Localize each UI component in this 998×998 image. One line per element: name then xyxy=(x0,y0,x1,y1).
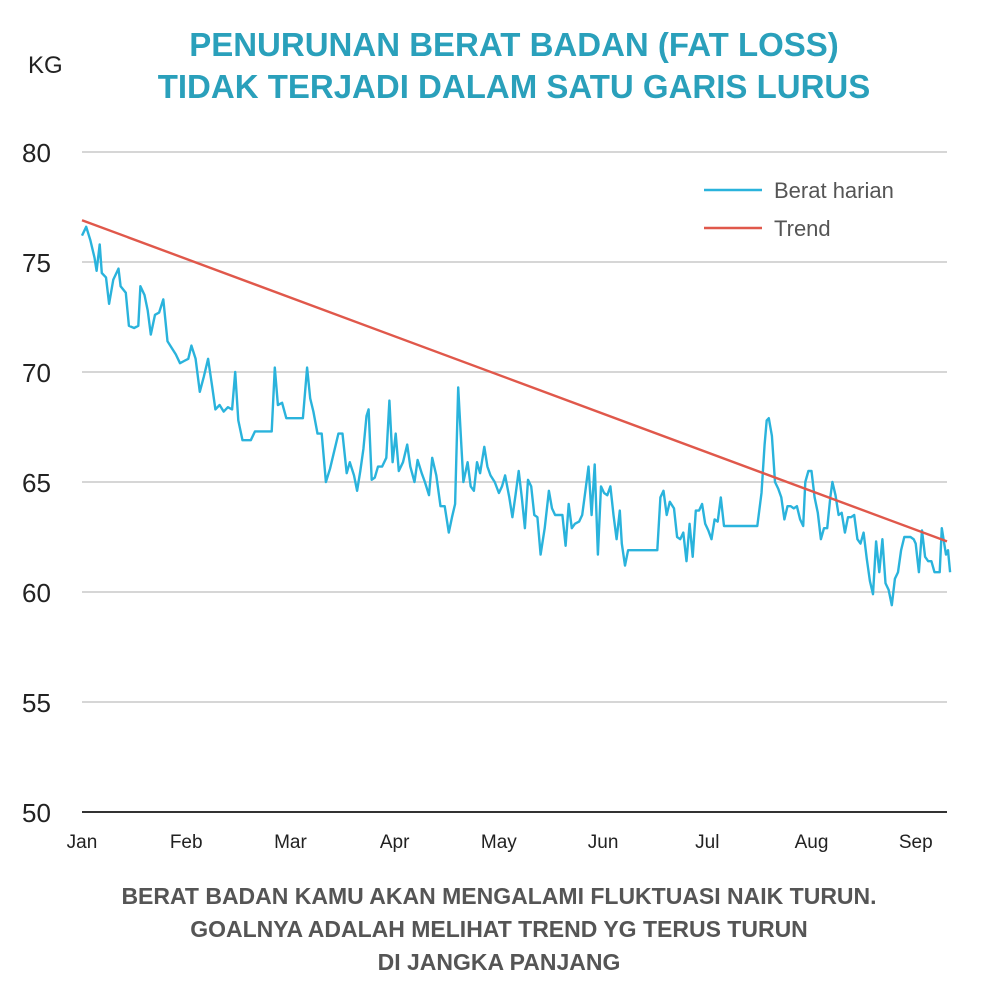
y-tick-label: 65 xyxy=(22,468,51,498)
x-tick-label: Jun xyxy=(588,832,619,853)
y-tick-label: 75 xyxy=(22,248,51,278)
chart-title-line-2: TIDAK TERJADI DALAM SATU GARIS LURUS xyxy=(157,68,871,105)
weight-line-chart: 50 55 60 65 70 75 80 Jan Feb Mar Apr May Jun Jul Aug S… xyxy=(22,138,952,853)
footer-line-2: GOALNYA ADALAH MELIHAT TREND YG TERUS TU… xyxy=(190,916,808,942)
y-axis-unit-label: KG xyxy=(28,52,63,79)
footer-line-3: DI JANGKA PANJANG xyxy=(377,949,621,975)
footer-line-1: BERAT BADAN KAMU AKAN MENGALAMI FLUKTUAS… xyxy=(121,883,877,909)
y-tick-label: 55 xyxy=(22,688,51,718)
legend-label: Trend xyxy=(774,216,831,241)
x-tick-label: Mar xyxy=(274,832,307,853)
legend-label: Berat harian xyxy=(774,178,894,203)
chart-legend: Berat harian Trend xyxy=(704,178,894,241)
x-tick-label: Sep xyxy=(899,832,933,853)
series-line-berat-harian xyxy=(80,225,952,607)
x-tick-label: Jan xyxy=(67,832,98,853)
chart-title-line-1: PENURUNAN BERAT BADAN (FAT LOSS) xyxy=(189,26,839,63)
y-tick-label: 80 xyxy=(22,138,51,168)
chart-title: PENURUNAN BERAT BADAN (FAT LOSS) TIDAK T… xyxy=(60,24,968,108)
x-tick-label: Feb xyxy=(170,832,203,853)
x-tick-label: Jul xyxy=(695,832,719,853)
y-tick-label: 50 xyxy=(22,798,51,828)
y-tick-labels: 50 55 60 65 70 75 80 xyxy=(22,138,51,828)
grid-lines xyxy=(82,151,947,813)
series-line-trend xyxy=(81,219,948,543)
series-lines xyxy=(80,219,952,607)
y-tick-label: 60 xyxy=(22,578,51,608)
x-tick-labels: Jan Feb Mar Apr May Jun Jul Aug Sep xyxy=(67,832,933,853)
x-tick-label: Aug xyxy=(795,832,829,853)
chart-footer-caption: BERAT BADAN KAMU AKAN MENGALAMI FLUKTUAS… xyxy=(40,880,958,979)
y-tick-label: 70 xyxy=(22,358,51,388)
x-tick-label: May xyxy=(481,832,517,853)
x-tick-label: Apr xyxy=(380,832,410,853)
